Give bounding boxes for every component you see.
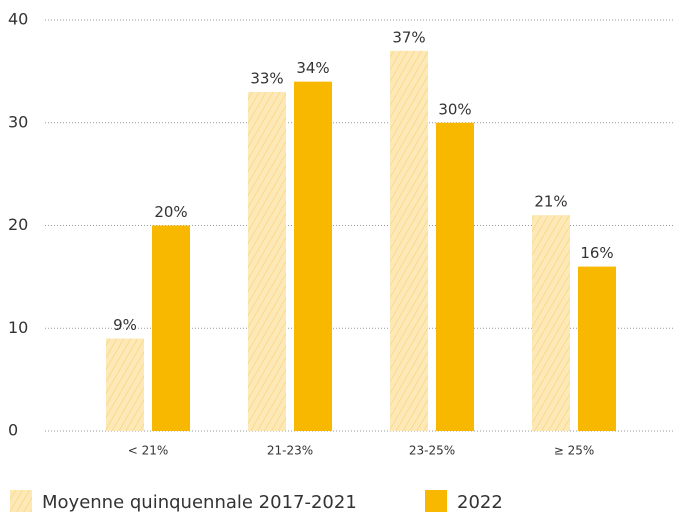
legend-label: Moyenne quinquennale 2017-2021	[42, 492, 357, 513]
bar	[248, 91, 286, 432]
x-tick-label: 21-23%	[267, 444, 313, 458]
value-label: 16%	[580, 244, 613, 262]
x-tick-label: 23-25%	[409, 444, 455, 458]
y-tick-label: 0	[8, 421, 18, 440]
y-tick-label: 10	[8, 318, 28, 337]
y-tick-label: 40	[8, 10, 28, 29]
x-tick-label: ≥ 25%	[554, 444, 595, 458]
value-label: 37%	[392, 28, 425, 46]
bar	[436, 122, 474, 431]
y-tick-label: 30	[8, 112, 28, 131]
legend-label: 2022	[457, 492, 503, 513]
value-label: 33%	[250, 69, 283, 87]
y-tick-label: 20	[8, 215, 28, 234]
bar	[390, 50, 428, 431]
legend-swatch	[10, 490, 32, 512]
legend-swatch	[425, 490, 447, 512]
value-label: 20%	[154, 203, 187, 221]
bar	[106, 338, 144, 431]
bar	[578, 266, 616, 431]
bar	[294, 81, 332, 432]
bar	[152, 225, 190, 431]
value-label: 21%	[534, 193, 567, 211]
x-tick-label: < 21%	[128, 444, 169, 458]
value-label: 34%	[296, 59, 329, 77]
value-label: 9%	[113, 316, 137, 334]
value-label: 30%	[438, 100, 471, 118]
bar	[532, 215, 570, 431]
